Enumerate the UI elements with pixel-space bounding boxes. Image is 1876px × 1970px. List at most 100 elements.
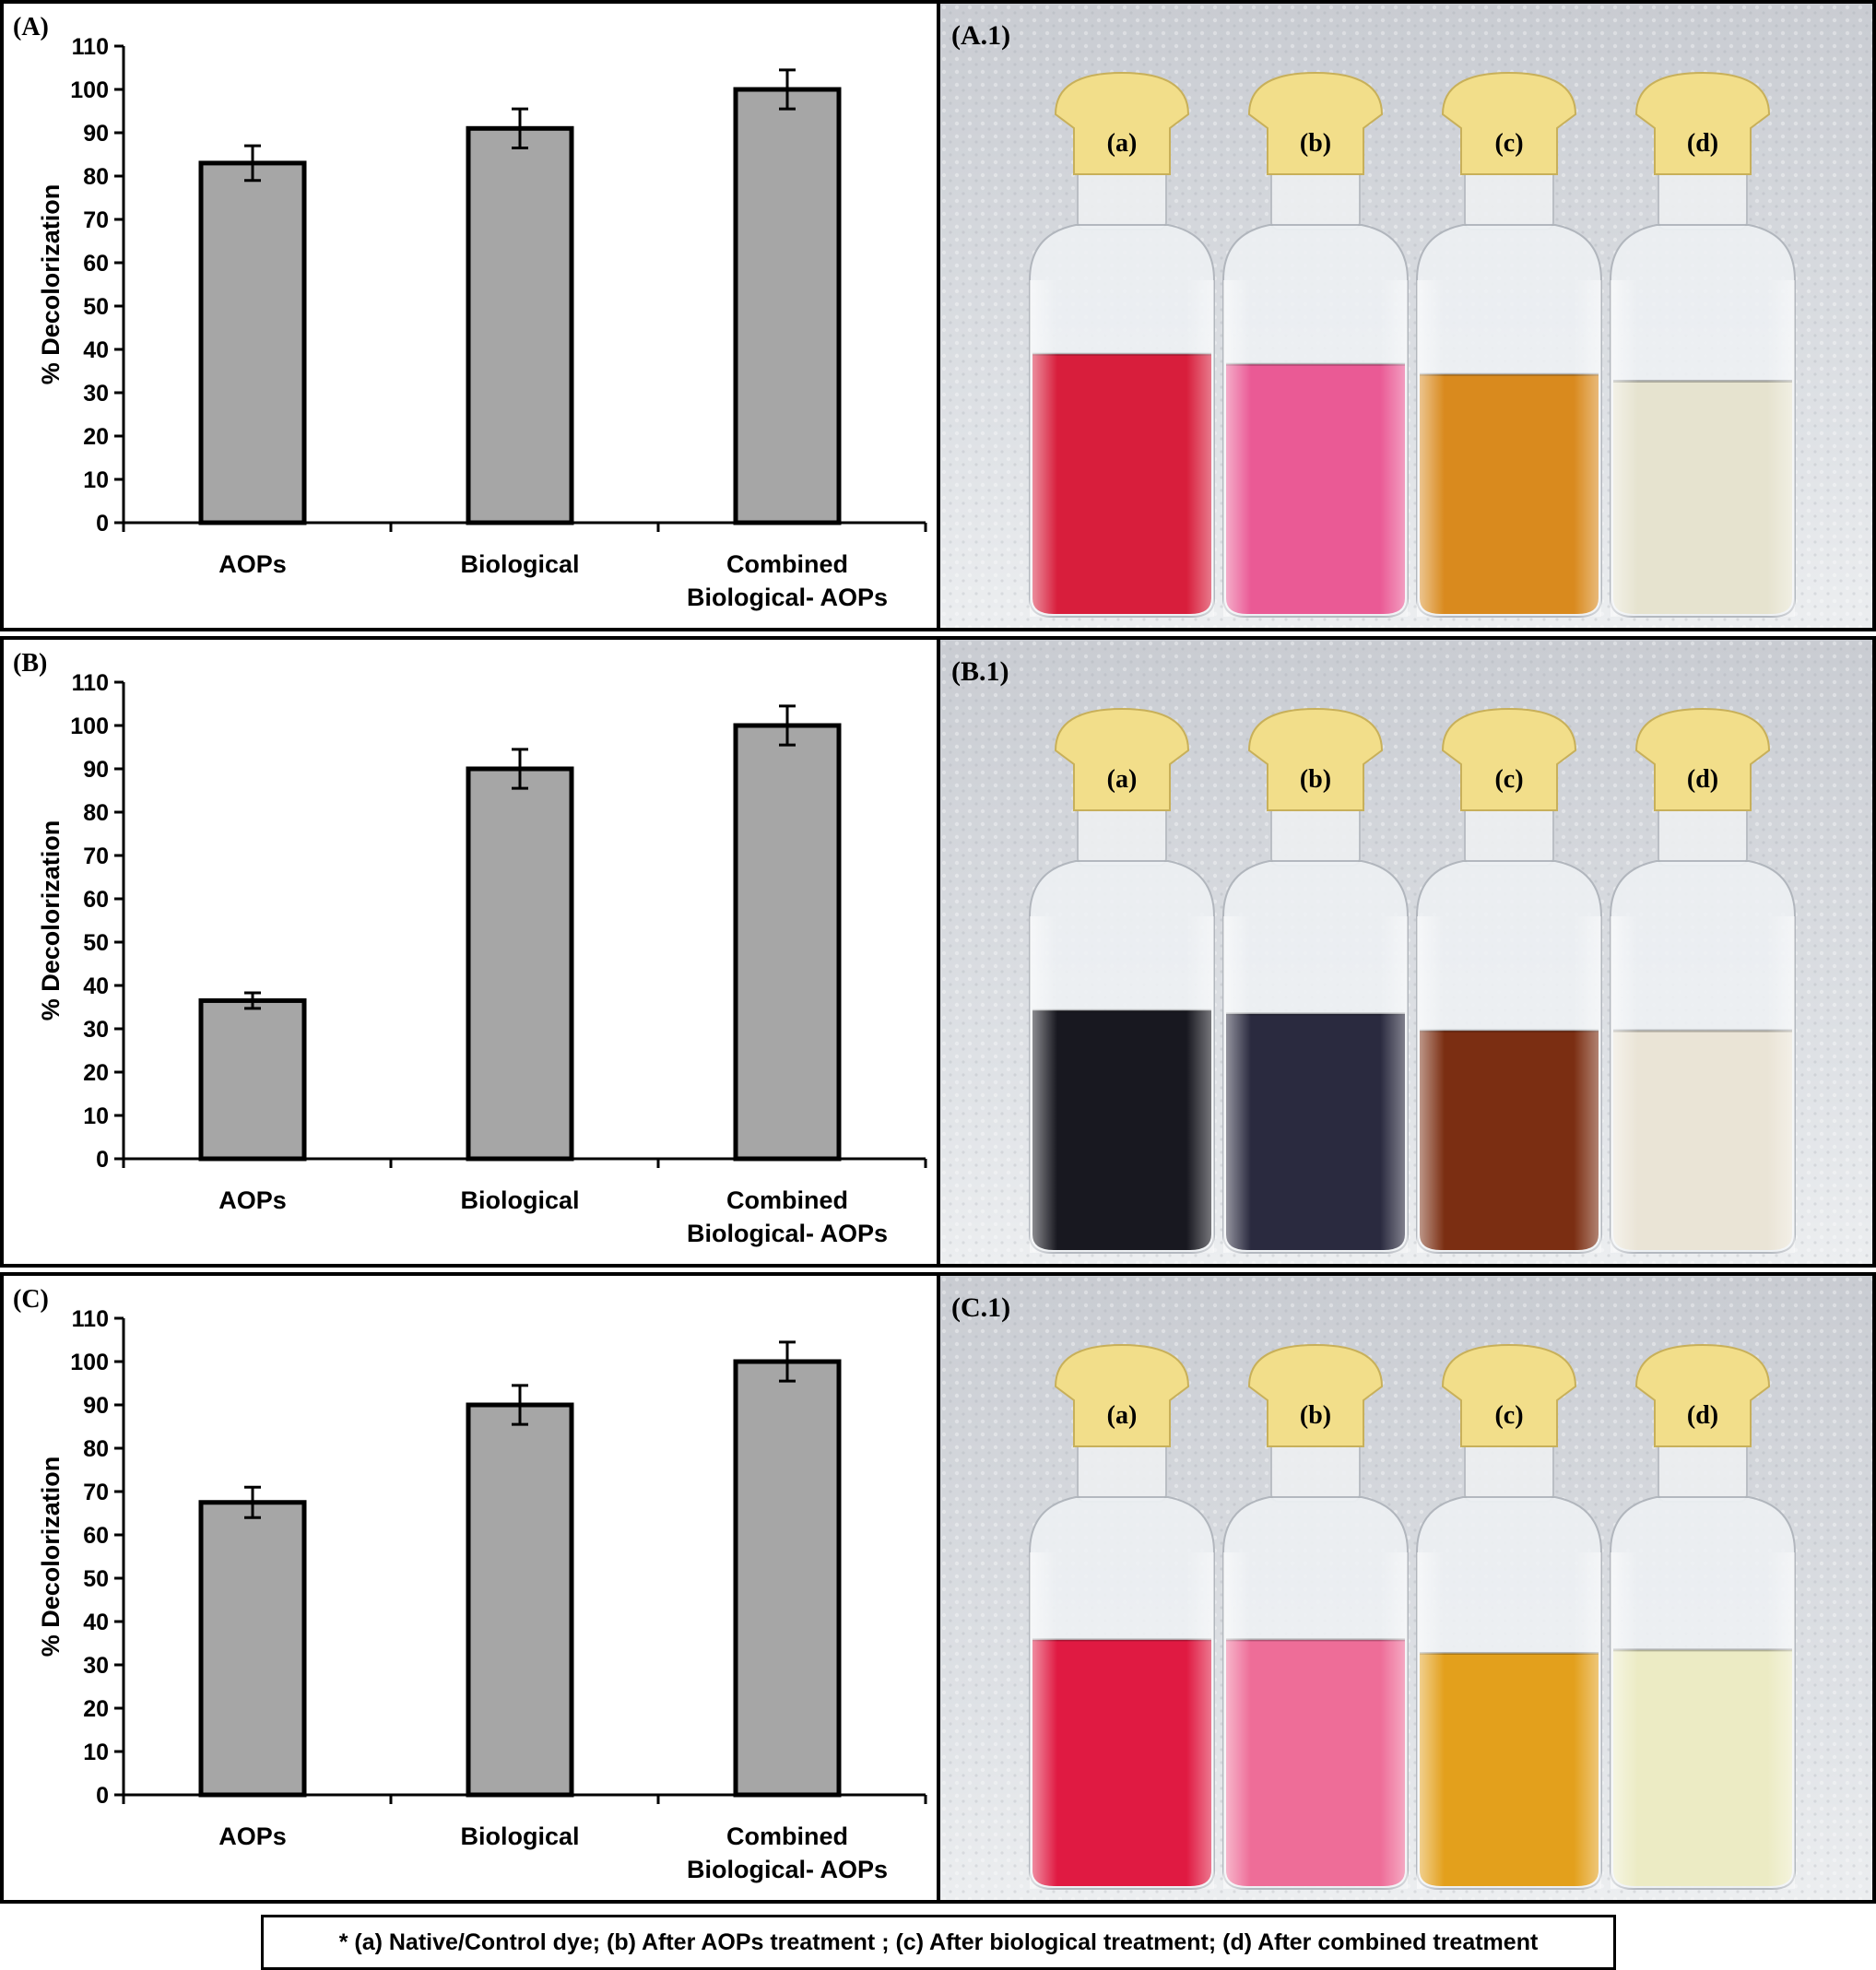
photo-panel-label: (B.1) — [951, 656, 1009, 687]
y-tick-label: 10 — [83, 467, 109, 493]
bottle-cap — [1247, 707, 1384, 811]
y-axis-label: % Decolorization — [37, 820, 65, 1021]
y-tick-label: 20 — [83, 1696, 109, 1722]
y-tick-label: 80 — [83, 800, 109, 826]
y-tick-label: 20 — [83, 1060, 109, 1086]
glass-highlight — [1417, 916, 1601, 1253]
bottle-label: (a) — [1107, 1401, 1138, 1430]
panel-label: (A) — [13, 13, 49, 41]
bottle-photo-c1: (C.1) (a) (b) (c) (d) — [940, 1276, 1872, 1900]
y-tick-label: 100 — [70, 1350, 109, 1375]
bar-2 — [733, 87, 842, 525]
figure-caption: * (a) Native/Control dye; (b) After AOPs… — [261, 1915, 1616, 1970]
bottle-label: (a) — [1107, 129, 1138, 158]
bottle-cap — [1247, 1343, 1384, 1447]
bottle-3: (d) — [1610, 71, 1796, 618]
category-label: Biological- AOPs — [687, 1220, 888, 1247]
glass-highlight — [1417, 1552, 1601, 1889]
y-tick-label: 10 — [83, 1103, 109, 1129]
glass-highlight — [1611, 280, 1795, 617]
y-tick-label: 30 — [83, 1017, 109, 1043]
glass-highlight — [1611, 916, 1795, 1253]
y-tick-label: 90 — [83, 121, 109, 147]
bottle-3: (d) — [1610, 707, 1796, 1254]
y-tick-label: 40 — [83, 1610, 109, 1635]
y-tick-label: 110 — [72, 34, 109, 60]
bottle-2: (c) — [1416, 1343, 1602, 1890]
glass-highlight — [1030, 916, 1214, 1253]
y-axis-label: % Decolorization — [37, 184, 65, 385]
y-tick-label: 10 — [83, 1740, 109, 1765]
y-tick-label: 0 — [96, 1783, 109, 1809]
bottle-0: (a) — [1029, 71, 1215, 618]
bottle-3: (d) — [1610, 1343, 1796, 1890]
bottle-1: (b) — [1222, 707, 1409, 1254]
photo-panel-a1: (A.1) (a) (b) (c) (d) — [937, 0, 1876, 631]
bottle-cap — [1441, 71, 1577, 175]
bottle-cap — [1441, 707, 1577, 811]
chart-panel-b: (B) 0 10 20 30 40 50 60 70 80 90 100 110 % Decoloriza… — [0, 636, 940, 1268]
category-label: Biological- AOPs — [687, 1856, 888, 1883]
y-tick-label: 40 — [83, 337, 109, 363]
category-label: Biological — [460, 550, 579, 578]
y-axis-label: % Decolorization — [37, 1457, 65, 1657]
bottle-label: (d) — [1687, 129, 1718, 158]
bottle-cap — [1247, 71, 1384, 175]
bar-1 — [466, 125, 574, 525]
bar-1 — [466, 1402, 574, 1798]
bottle-2: (c) — [1416, 707, 1602, 1254]
bottle-cap — [1441, 1343, 1577, 1447]
category-label: AOPs — [218, 1823, 287, 1850]
photo-panel-label: (C.1) — [951, 1292, 1010, 1323]
y-tick-label: 80 — [83, 1436, 109, 1462]
glass-highlight — [1030, 280, 1214, 617]
category-label: Biological — [460, 1186, 579, 1214]
category-label: AOPs — [218, 1186, 287, 1214]
y-tick-label: 60 — [83, 1523, 109, 1549]
y-tick-label: 110 — [72, 670, 109, 696]
y-tick-label: 60 — [83, 251, 109, 277]
bottle-label: (b) — [1300, 129, 1331, 158]
bottle-0: (a) — [1029, 1343, 1215, 1890]
bar-1 — [466, 766, 574, 1162]
y-tick-label: 50 — [83, 294, 109, 320]
y-tick-label: 90 — [83, 757, 109, 783]
bottle-cap — [1054, 707, 1190, 811]
y-tick-label: 70 — [83, 207, 109, 233]
y-tick-label: 90 — [83, 1393, 109, 1419]
glass-highlight — [1030, 1552, 1214, 1889]
bottle-label: (b) — [1300, 765, 1331, 794]
y-tick-label: 0 — [96, 511, 109, 537]
y-tick-label: 40 — [83, 973, 109, 999]
bar-chart-b: (B) 0 10 20 30 40 50 60 70 80 90 100 110 % Decoloriza… — [13, 649, 927, 1247]
y-tick-label: 50 — [83, 930, 109, 956]
category-label: Biological — [460, 1823, 579, 1850]
photo-panel-b1: (B.1) (a) (b) (c) (d) — [937, 636, 1876, 1268]
bottle-cap — [1634, 71, 1771, 175]
bar-chart-c: (C) 0 10 20 30 40 50 60 70 80 90 100 110 % Decoloriza… — [13, 1285, 927, 1883]
chart-panel-a: (A) 0 10 20 30 40 50 60 70 80 90 100 110 % Decoloriza… — [0, 0, 940, 631]
y-tick-label: 110 — [72, 1306, 109, 1332]
bottle-1: (b) — [1222, 1343, 1409, 1890]
bottle-label: (d) — [1687, 765, 1718, 794]
glass-highlight — [1417, 280, 1601, 617]
bottle-label: (c) — [1494, 129, 1523, 158]
caption-text: * (a) Native/Control dye; (b) After AOPs… — [338, 1929, 1539, 1955]
bottle-2: (c) — [1416, 71, 1602, 618]
glass-highlight — [1223, 280, 1408, 617]
bar-2 — [733, 723, 842, 1162]
bottle-label: (c) — [1494, 1401, 1523, 1430]
bar-0 — [198, 1500, 307, 1798]
photo-panel-label: (A.1) — [951, 20, 1010, 51]
bottle-label: (a) — [1107, 765, 1138, 794]
bottle-1: (b) — [1222, 71, 1409, 618]
bottle-label: (c) — [1494, 765, 1523, 794]
glass-highlight — [1223, 1552, 1408, 1889]
bottle-photo-b1: (B.1) (a) (b) (c) (d) — [940, 640, 1872, 1264]
glass-highlight — [1223, 916, 1408, 1253]
category-label: Biological- AOPs — [687, 584, 888, 611]
y-tick-label: 100 — [70, 714, 109, 739]
photo-panel-c1: (C.1) (a) (b) (c) (d) — [937, 1272, 1876, 1904]
y-tick-label: 30 — [83, 1653, 109, 1679]
bar-chart-a: (A) 0 10 20 30 40 50 60 70 80 90 100 110 % Decoloriza… — [13, 13, 927, 611]
